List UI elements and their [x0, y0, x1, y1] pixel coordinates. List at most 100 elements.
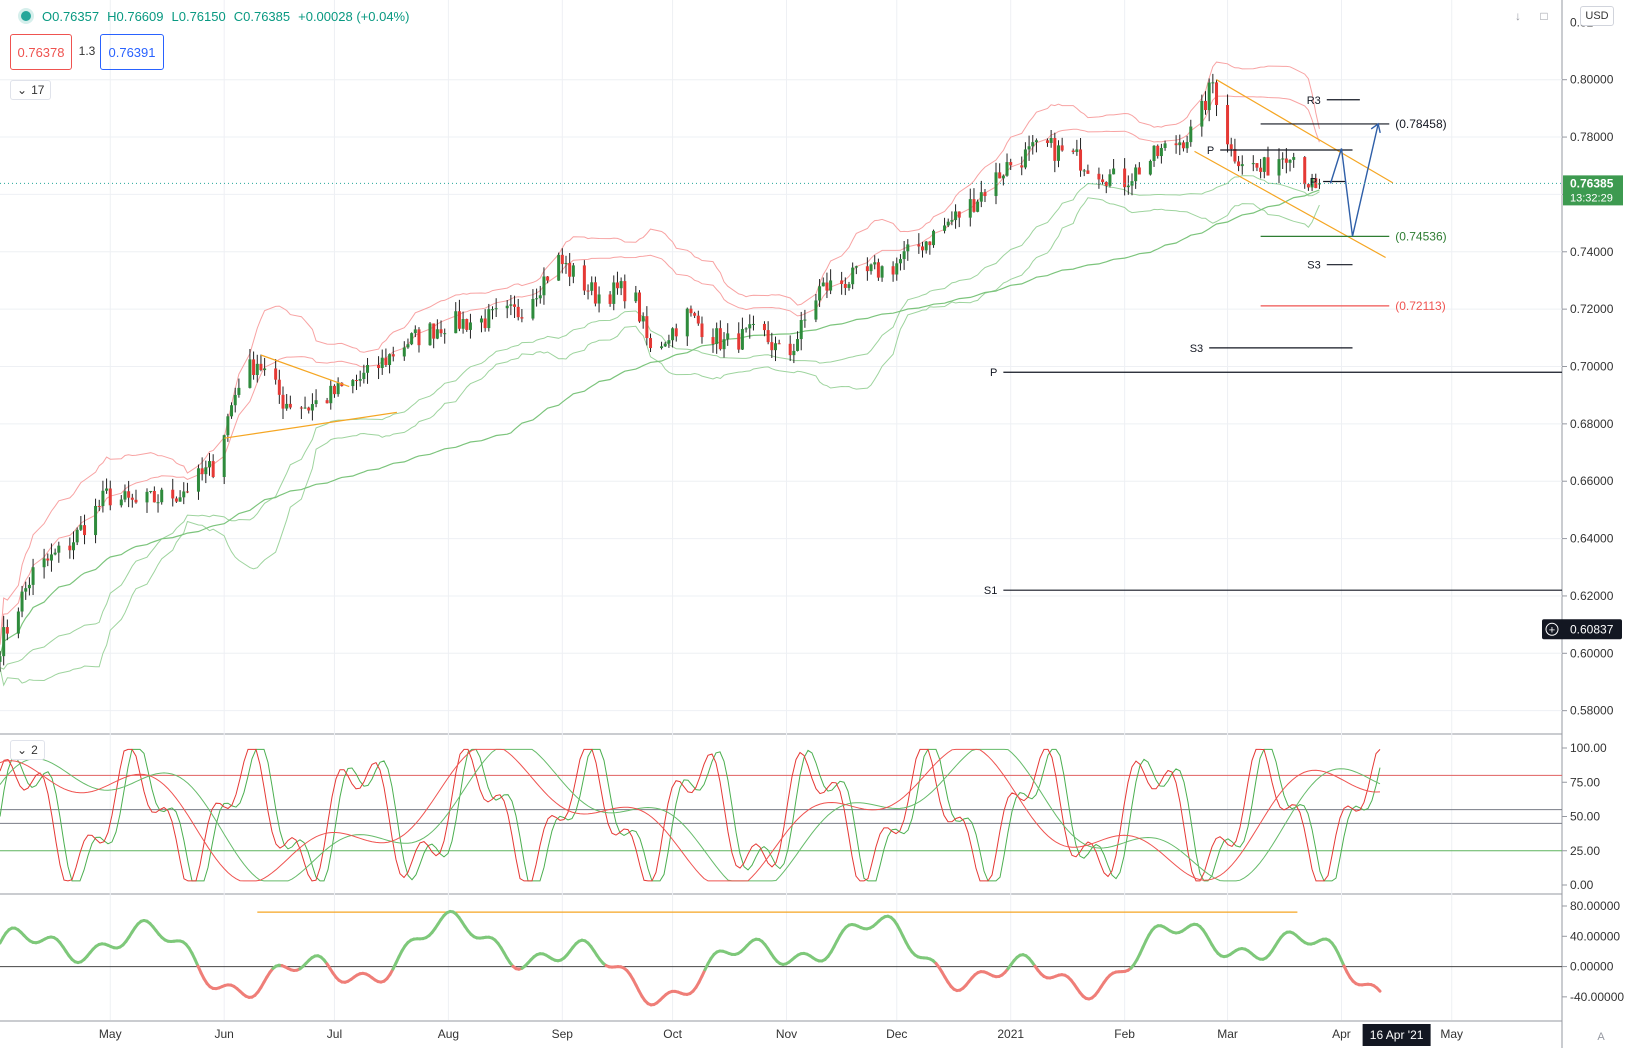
candle-up: [494, 308, 498, 310]
candle-down: [307, 407, 311, 411]
oscillator-toggle[interactable]: ⌄ 2: [10, 740, 45, 760]
candle-up: [641, 316, 645, 322]
target-low-label: (0.72113): [1395, 299, 1445, 313]
candle-up: [1082, 170, 1086, 172]
candle-up: [160, 489, 164, 503]
pivot-s1-label: S1: [984, 585, 997, 597]
time-axis-label: May: [1440, 1027, 1463, 1041]
time-axis-label: May: [99, 1027, 122, 1041]
candle-down: [465, 319, 469, 330]
candle-up: [821, 282, 825, 287]
price-axis-label: 0.62000: [1570, 589, 1614, 603]
candle-down: [281, 394, 285, 409]
candle-up: [105, 488, 109, 491]
candle-up: [744, 328, 748, 330]
candle-down: [638, 292, 642, 322]
candle-down: [1104, 182, 1108, 186]
candle-up: [42, 558, 46, 568]
candle-up: [663, 343, 667, 347]
candle-down: [259, 363, 263, 371]
candle-up: [406, 344, 410, 348]
stoch-slow-k-line: [0, 748, 1381, 882]
candle-up: [932, 230, 936, 246]
price-axis-label: 0.70000: [1570, 360, 1614, 374]
moving-average-slow: [0, 189, 1320, 657]
maximize-icon[interactable]: □: [1540, 9, 1548, 23]
candle-up: [490, 309, 494, 311]
candle-down: [689, 308, 693, 314]
candle-up: [388, 354, 392, 366]
candle-down: [134, 499, 138, 503]
pivot-p-recent-label: P: [1207, 145, 1214, 157]
candle-down: [68, 545, 72, 551]
candle-up: [847, 284, 851, 288]
candle-down: [1156, 145, 1160, 157]
candle-up: [1200, 100, 1204, 127]
buy-button[interactable]: 0.76391: [100, 34, 164, 70]
candle-down: [546, 276, 550, 281]
candle-down: [1203, 100, 1207, 111]
candle-up: [149, 490, 153, 492]
candle-up: [24, 588, 28, 592]
candle-down: [998, 172, 1002, 179]
time-axis-label: Oct: [663, 1027, 682, 1041]
candle-down: [1053, 138, 1057, 161]
candle-up: [1031, 142, 1035, 147]
candle-up: [1023, 149, 1027, 168]
candle-down: [1123, 168, 1127, 188]
indicators-toggle[interactable]: ⌄ 17: [10, 80, 52, 100]
candle-up: [792, 350, 796, 356]
candle-down: [1181, 142, 1185, 149]
candle-up: [571, 265, 575, 277]
candle-up: [954, 211, 958, 221]
ohlc-change: +0.00028 (+0.04%): [298, 8, 410, 24]
pivot-r3-label: R3: [1307, 95, 1321, 107]
candle-up: [612, 282, 616, 304]
price-axis-label: 0.74000: [1570, 245, 1614, 259]
arrow-down-icon[interactable]: ↓: [1515, 9, 1521, 23]
candle-down: [325, 400, 329, 404]
candle-up: [336, 382, 340, 395]
candle-down: [1086, 170, 1090, 174]
price-axis-label: 0.80000: [1570, 73, 1614, 87]
candle-up: [1034, 140, 1038, 143]
currency-button[interactable]: USD: [1580, 6, 1614, 26]
candle-down: [840, 280, 844, 284]
candle-up: [946, 221, 950, 226]
candle-down: [1009, 162, 1013, 166]
candle-up: [1075, 149, 1079, 152]
candle-up: [435, 329, 439, 339]
candle-up: [1001, 175, 1005, 179]
candle-up: [1288, 159, 1292, 163]
candle-down: [737, 333, 741, 350]
time-axis-label: Dec: [886, 1027, 907, 1041]
candle-down: [185, 491, 189, 493]
candle-down: [928, 241, 932, 246]
candle-up: [248, 359, 252, 388]
candle-down: [171, 489, 175, 499]
candle-down: [513, 304, 517, 307]
candle-up: [634, 292, 638, 302]
candle-down: [693, 313, 697, 316]
price-axis-label: 0.64000: [1570, 532, 1614, 546]
candle-up: [468, 322, 472, 330]
candle-up: [557, 254, 561, 281]
candle-down: [1226, 105, 1230, 145]
candle-up: [182, 491, 186, 498]
candle-up: [119, 499, 123, 506]
candle-down: [649, 338, 653, 349]
candle-up: [1148, 161, 1152, 175]
candle-up: [16, 611, 20, 634]
candle-down: [97, 505, 101, 507]
candle-up: [1310, 178, 1314, 188]
candle-down: [1101, 179, 1105, 183]
candle-up: [726, 333, 730, 340]
candle-down: [108, 488, 112, 506]
candle-up: [380, 357, 384, 369]
candle-up: [531, 299, 535, 319]
status-dot-icon: [18, 8, 34, 24]
sell-button[interactable]: 0.76378: [10, 34, 72, 70]
candle-down: [788, 343, 792, 356]
candle-up: [906, 244, 910, 252]
